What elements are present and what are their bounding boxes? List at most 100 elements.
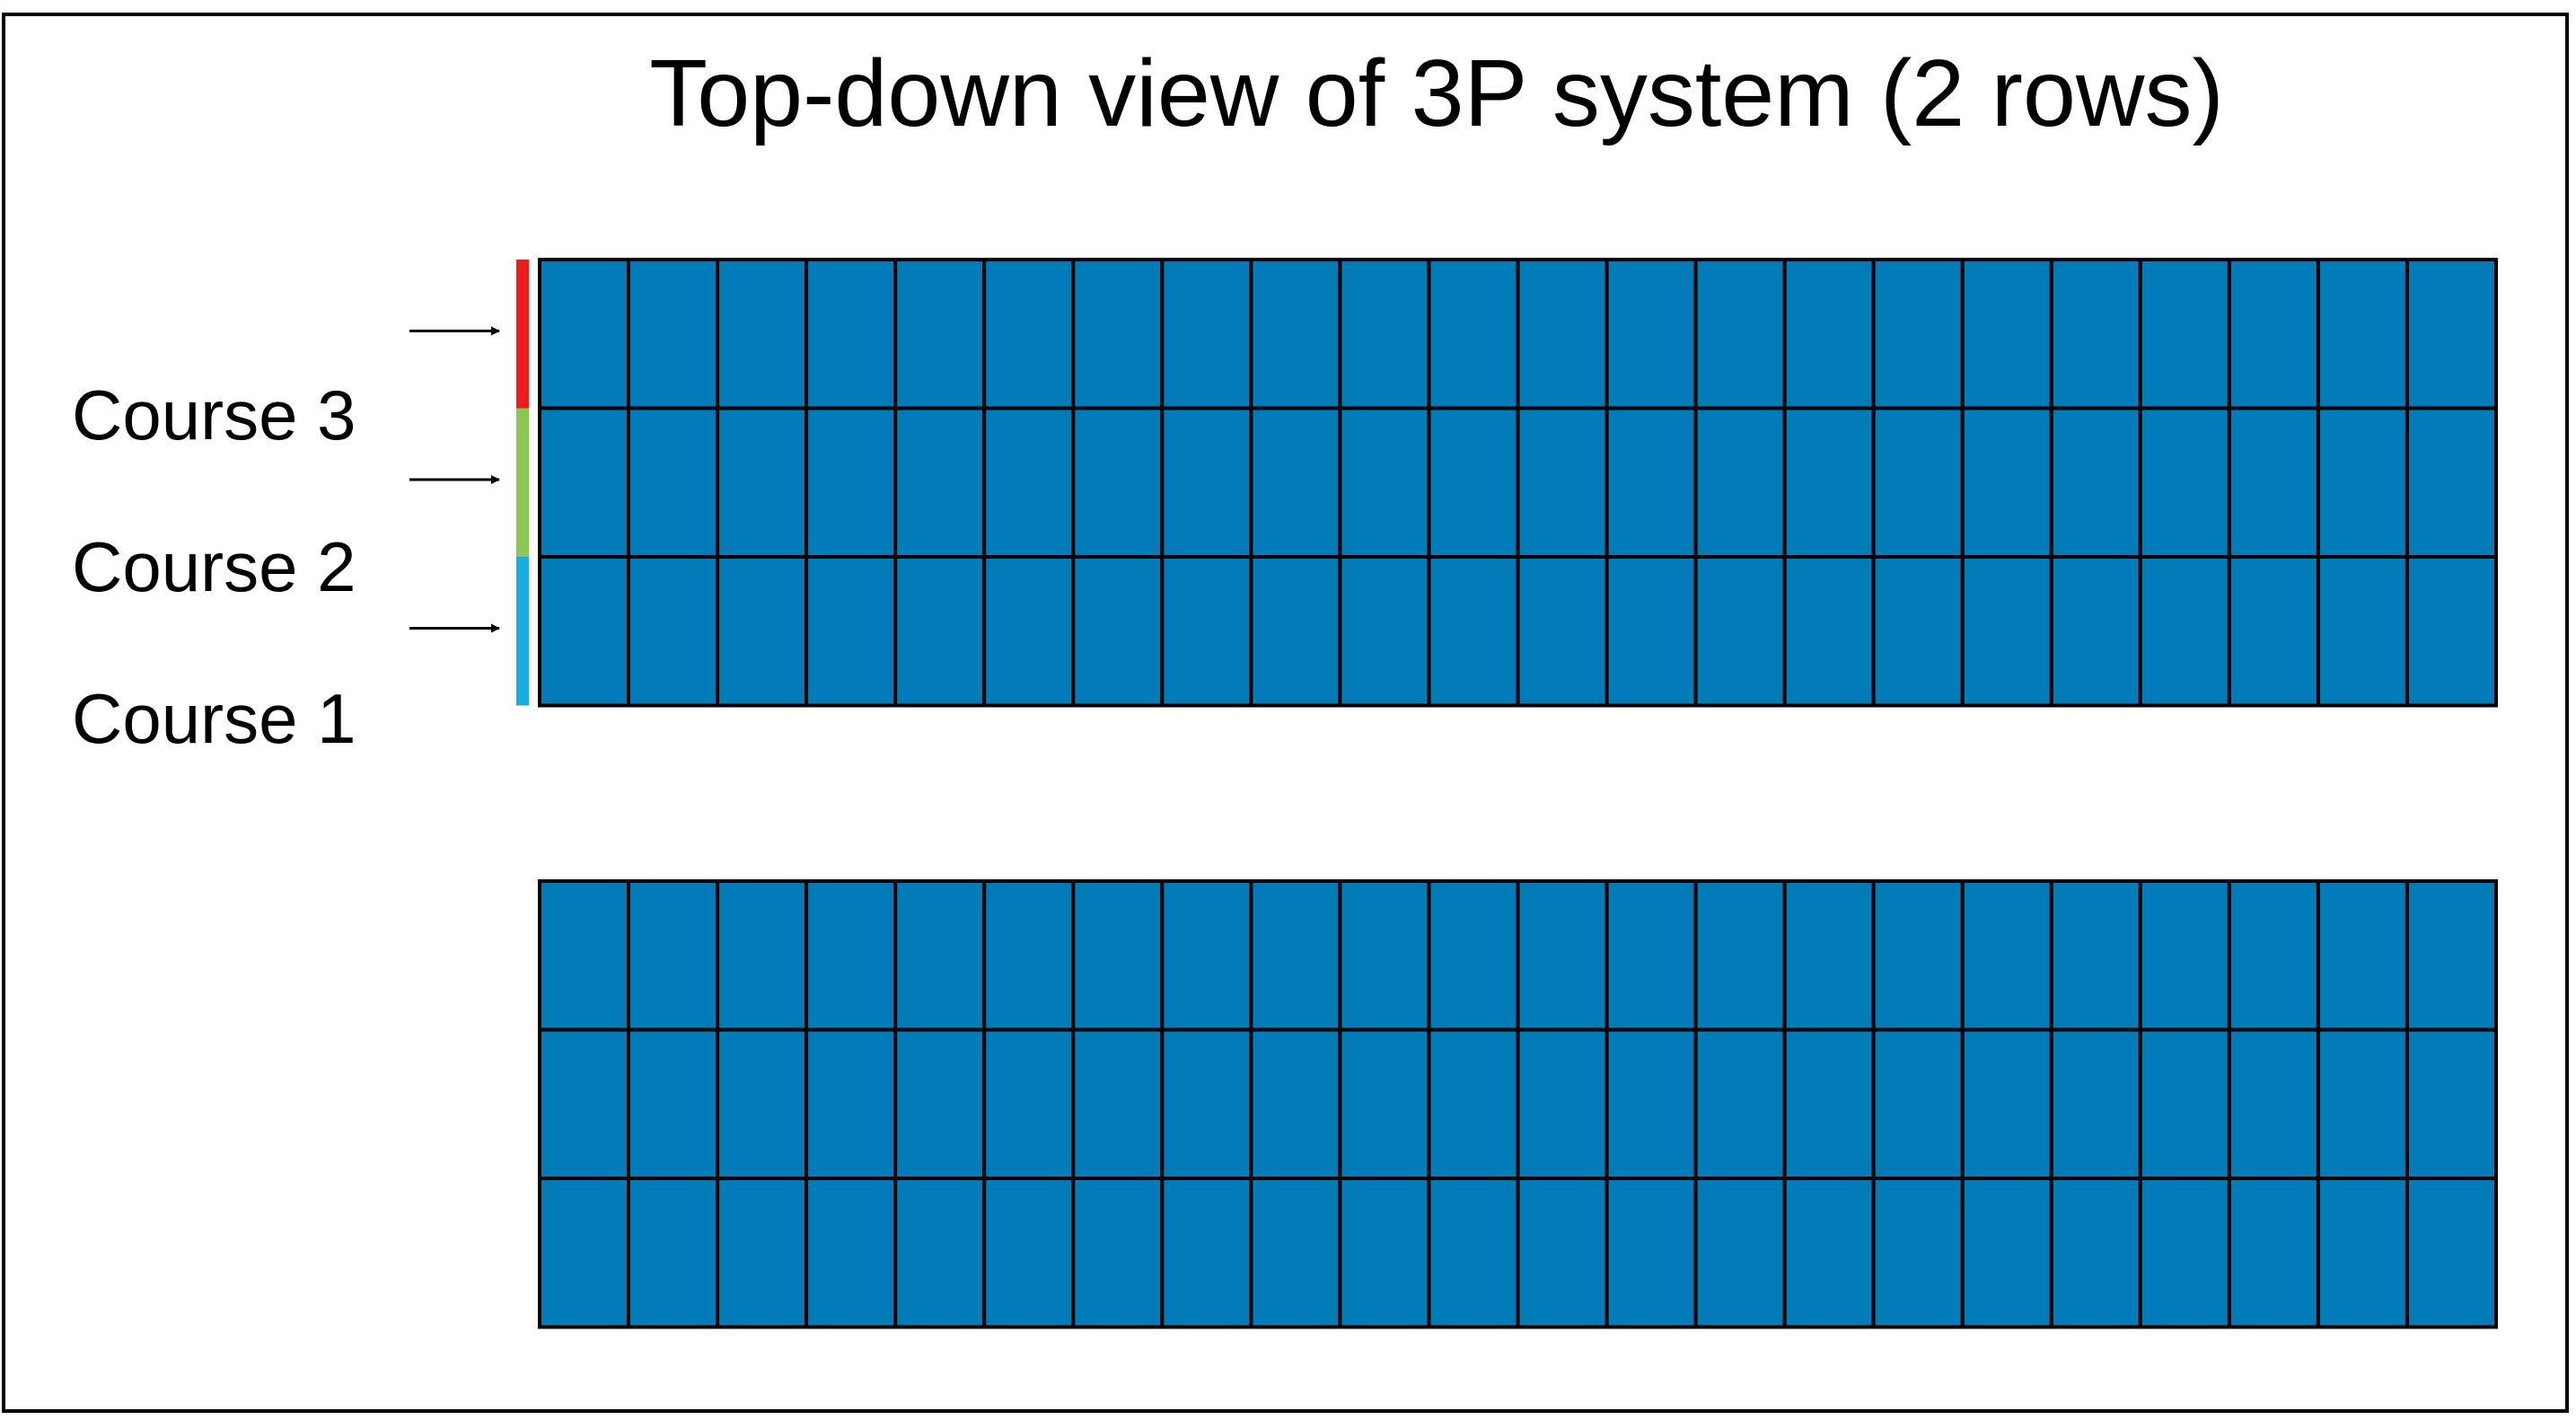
pv-module [627, 879, 720, 1032]
pv-module [804, 406, 898, 559]
pv-module [893, 1028, 987, 1180]
pv-module [1605, 1177, 1698, 1329]
pv-module [1605, 555, 1698, 708]
pv-module [2316, 1177, 2409, 1329]
pv-module [538, 555, 631, 708]
pv-module [1249, 406, 1342, 559]
pv-module [1427, 555, 1520, 708]
course-2-label: Course 2 [72, 527, 356, 606]
pv-module [1338, 879, 1431, 1032]
pv-module [982, 1177, 1076, 1329]
pv-module [716, 406, 809, 559]
pv-module [982, 406, 1076, 559]
pv-module [627, 258, 720, 410]
pv-module [2227, 879, 2320, 1032]
pv-module [2138, 1028, 2231, 1180]
course-bar-3 [516, 260, 529, 409]
pv-module [2049, 879, 2142, 1032]
pv-module [1605, 406, 1698, 559]
pv-module [1160, 555, 1253, 708]
pv-module [1516, 258, 1609, 410]
pv-module [1871, 555, 1965, 708]
pv-module [1516, 555, 1609, 708]
pv-module [1782, 1177, 1876, 1329]
pv-module [2138, 555, 2231, 708]
pv-module [1160, 879, 1253, 1032]
pv-module [1871, 258, 1965, 410]
pv-module [2138, 406, 2231, 559]
pv-module [2316, 1028, 2409, 1180]
pv-module [1160, 1028, 1253, 1180]
pv-module [893, 879, 987, 1032]
pv-module [2316, 879, 2409, 1032]
diagram-title: Top-down view of 3P system (2 rows) [649, 40, 2224, 146]
pv-module [1071, 1177, 1165, 1329]
pv-module [1160, 406, 1253, 559]
pv-module [1249, 879, 1342, 1032]
pv-module [982, 258, 1076, 410]
pv-module [1693, 258, 1787, 410]
pv-module [804, 879, 898, 1032]
pv-module [627, 1028, 720, 1180]
pv-module [1516, 1028, 1609, 1180]
pv-module [2138, 879, 2231, 1032]
pv-module [2227, 258, 2320, 410]
course-bar-2 [516, 408, 529, 557]
pv-module [716, 1177, 809, 1329]
pv-module [716, 258, 809, 410]
pv-module [2405, 879, 2499, 1032]
pv-module [1071, 258, 1165, 410]
pv-module [1249, 258, 1342, 410]
pv-module [1160, 1177, 1253, 1329]
pv-module [1693, 879, 1787, 1032]
pv-module [1960, 406, 2053, 559]
pv-module [1338, 1028, 1431, 1180]
pv-module [1871, 1028, 1965, 1180]
pv-module [1071, 879, 1165, 1032]
course-3-label: Course 3 [72, 375, 356, 454]
pv-module [2227, 406, 2320, 559]
pv-module [2138, 1177, 2231, 1329]
pv-module [2405, 1177, 2499, 1329]
pv-module [716, 555, 809, 708]
pv-module [1871, 879, 1965, 1032]
pv-module [1249, 1177, 1342, 1329]
course-bar-1 [516, 557, 529, 706]
pv-module [2049, 1028, 2142, 1180]
pv-module [893, 555, 987, 708]
pv-module [1605, 879, 1698, 1032]
pv-module [716, 1028, 809, 1180]
pv-module [1427, 879, 1520, 1032]
pv-module [1782, 555, 1876, 708]
pv-module [2049, 406, 2142, 559]
pv-module [1338, 555, 1431, 708]
pv-module [538, 258, 631, 410]
pv-module [538, 1177, 631, 1329]
pv-module [2049, 1177, 2142, 1329]
pv-module [538, 1028, 631, 1180]
pv-module [804, 1028, 898, 1180]
pv-module [1160, 258, 1253, 410]
pv-module [2227, 555, 2320, 708]
pv-module [893, 406, 987, 559]
pv-module [893, 258, 987, 410]
pv-module [1071, 555, 1165, 708]
pv-module [627, 1177, 720, 1329]
pv-module [2316, 406, 2409, 559]
pv-module [627, 406, 720, 559]
pv-module [538, 406, 631, 559]
pv-module [2316, 258, 2409, 410]
pv-module [1782, 1028, 1876, 1180]
pv-module [1693, 1028, 1787, 1180]
pv-module [627, 555, 720, 708]
pv-module [1960, 555, 2053, 708]
pv-module [1782, 258, 1876, 410]
course-1-label: Course 1 [72, 679, 356, 758]
module-row-1 [538, 258, 2499, 708]
pv-module [1960, 1028, 2053, 1180]
pv-module [982, 555, 1076, 708]
pv-module [1427, 406, 1520, 559]
pv-module [1338, 1177, 1431, 1329]
pv-module [1693, 1177, 1787, 1329]
